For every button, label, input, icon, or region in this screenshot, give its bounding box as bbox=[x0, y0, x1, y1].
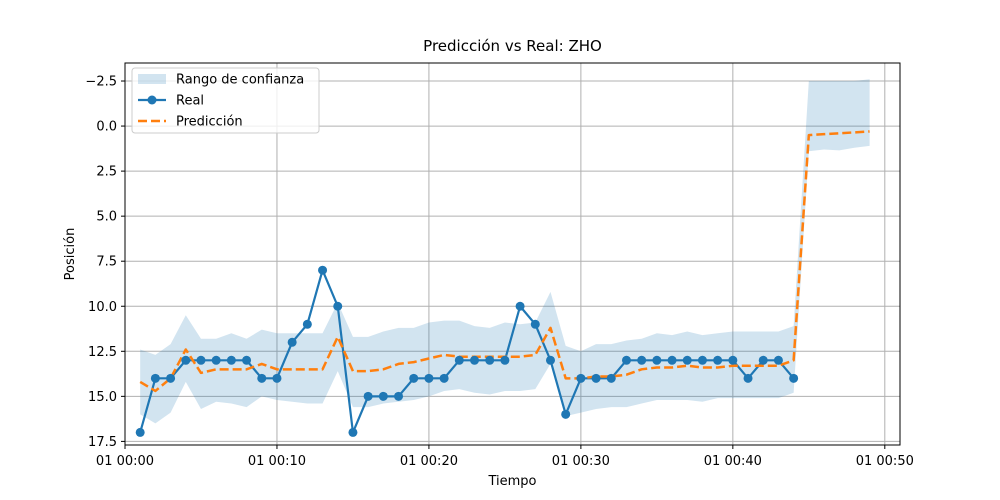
real-point bbox=[181, 355, 191, 365]
legend-item: Real bbox=[138, 94, 204, 109]
real-point bbox=[606, 373, 616, 383]
confidence-band-layer bbox=[140, 79, 870, 424]
real-point bbox=[500, 355, 510, 365]
real-point bbox=[530, 319, 540, 329]
real-point bbox=[652, 355, 662, 365]
real-point bbox=[439, 373, 449, 383]
x-tick-label: 01 00:00 bbox=[96, 454, 154, 469]
real-point bbox=[348, 427, 358, 437]
real-point bbox=[576, 373, 586, 383]
legend-swatch-band bbox=[138, 74, 166, 84]
y-tick-label: 5.0 bbox=[96, 210, 117, 225]
real-point bbox=[773, 355, 783, 365]
y-tick-label: 12.5 bbox=[88, 345, 117, 360]
real-point bbox=[470, 355, 480, 365]
real-point bbox=[621, 355, 631, 365]
x-tick-label: 01 00:40 bbox=[704, 454, 762, 469]
x-tick-label: 01 00:20 bbox=[400, 454, 458, 469]
real-point bbox=[454, 355, 464, 365]
real-point bbox=[561, 409, 571, 419]
y-axis-ticks: −2.5 0.0 2.5 5.0 7.5 10.0 12.5 15.0 17.5 bbox=[85, 75, 125, 450]
real-point bbox=[378, 391, 388, 401]
chart-title: Predicción vs Real: ZHO bbox=[423, 37, 602, 55]
y-axis-label: Posición bbox=[63, 228, 78, 281]
real-point bbox=[515, 301, 525, 311]
y-tick-label: 15.0 bbox=[88, 390, 117, 405]
real-point bbox=[226, 355, 236, 365]
real-point bbox=[697, 355, 707, 365]
real-point bbox=[196, 355, 206, 365]
real-point bbox=[424, 373, 434, 383]
real-point bbox=[333, 301, 343, 311]
real-point bbox=[135, 427, 145, 437]
real-point bbox=[789, 373, 799, 383]
real-point bbox=[743, 373, 753, 383]
x-tick-label: 01 00:30 bbox=[552, 454, 610, 469]
legend-label: Predicción bbox=[176, 115, 243, 130]
legend-item: Rango de confianza bbox=[138, 73, 304, 88]
y-tick-label: 0.0 bbox=[96, 120, 117, 135]
real-point bbox=[591, 373, 601, 383]
y-tick-label: 7.5 bbox=[96, 255, 117, 270]
x-tick-label: 01 00:10 bbox=[248, 454, 306, 469]
real-point bbox=[713, 355, 723, 365]
real-point bbox=[272, 373, 282, 383]
y-tick-label: −2.5 bbox=[85, 75, 117, 90]
real-point bbox=[637, 355, 647, 365]
plot-frame bbox=[124, 62, 901, 446]
real-point bbox=[758, 355, 768, 365]
real-point bbox=[150, 373, 160, 383]
real-point bbox=[318, 265, 328, 275]
real-point bbox=[302, 319, 312, 329]
confidence-band bbox=[140, 79, 870, 424]
real-point bbox=[211, 355, 221, 365]
real-point bbox=[166, 373, 176, 383]
real-point bbox=[682, 355, 692, 365]
real-point bbox=[545, 355, 555, 365]
real-point bbox=[242, 355, 252, 365]
real-point bbox=[728, 355, 738, 365]
real-markers-layer bbox=[135, 265, 799, 437]
real-point bbox=[287, 337, 297, 347]
y-tick-label: 2.5 bbox=[96, 165, 117, 180]
y-tick-label: 17.5 bbox=[88, 435, 117, 450]
real-point bbox=[409, 373, 419, 383]
legend: Rango de confianza Real Predicción bbox=[131, 67, 320, 134]
x-tick-label: 01 00:50 bbox=[856, 454, 914, 469]
y-tick-label: 10.0 bbox=[88, 300, 117, 315]
legend-label: Rango de confianza bbox=[176, 73, 304, 88]
real-point bbox=[485, 355, 495, 365]
real-point bbox=[667, 355, 677, 365]
legend-item: Predicción bbox=[138, 115, 243, 130]
x-axis-label: Tiempo bbox=[487, 474, 536, 489]
legend-box bbox=[131, 67, 320, 134]
real-point bbox=[394, 391, 404, 401]
real-point bbox=[363, 391, 373, 401]
x-axis-ticks: 01 00:00 01 00:10 01 00:20 01 00:30 01 00:40… bbox=[96, 445, 914, 469]
real-point bbox=[257, 373, 267, 383]
legend-swatch-marker bbox=[147, 95, 157, 105]
legend-label: Real bbox=[176, 94, 204, 109]
